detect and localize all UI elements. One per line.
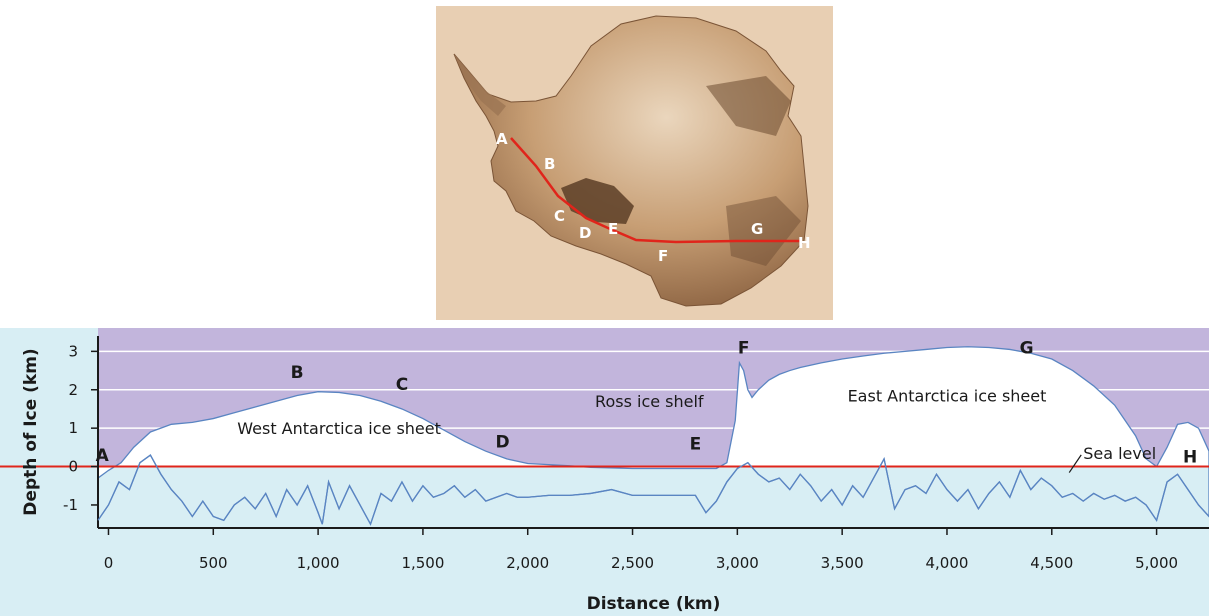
x-tick-label: 4,500: [1030, 554, 1073, 572]
axes: [97, 336, 1209, 529]
y-tick-label: 3: [68, 342, 78, 360]
profile-point-label: F: [738, 338, 750, 358]
x-tick-label: 1,500: [401, 554, 444, 572]
south-shadow: [726, 196, 801, 266]
antarctica-map: A B C D E F G H: [436, 6, 833, 320]
transect-route-line: [510, 137, 801, 244]
map-label-c: C: [554, 207, 565, 225]
x-tick-label: 2,000: [506, 554, 549, 572]
x-tick-label: 2,500: [611, 554, 654, 572]
y-tick-label: 1: [68, 419, 78, 437]
ice-depth-profile-chart: 0 500 1,000 1,500 2,000 2,500 3,000 3,500 4,000 4…: [0, 328, 1209, 616]
x-tick-label: 1,000: [297, 554, 340, 572]
y-tick-label: 0: [68, 458, 78, 476]
x-tick-label: 4,000: [925, 554, 968, 572]
x-axis-title: Distance (km): [587, 594, 721, 614]
profile-point-label: H: [1183, 448, 1197, 468]
map-label-g: G: [751, 220, 763, 238]
sea-level-pointer: [1068, 454, 1082, 473]
x-tick-label: 3,000: [716, 554, 759, 572]
y-ticks: -1 0 1 2 3: [63, 342, 98, 514]
peninsula-shape: [454, 54, 506, 116]
map-label-h: H: [798, 234, 811, 252]
x-tick-label: 500: [199, 554, 228, 572]
x-tick-label: 0: [104, 554, 114, 572]
map-label-e: E: [608, 220, 618, 238]
east-shadow: [706, 76, 791, 136]
map-label-b: B: [544, 155, 555, 173]
profile-point-label: E: [690, 434, 702, 454]
ice-depth-profile-svg: 0 500 1,000 1,500 2,000 2,500 3,000 3,500 4,000 4…: [0, 328, 1209, 616]
map-label-a: A: [496, 130, 508, 148]
region-label: Ross ice shelf: [595, 392, 704, 411]
profile-point-label: B: [291, 363, 304, 383]
region-label: East Antarctica ice sheet: [848, 386, 1047, 405]
sea-level-label: Sea level: [1083, 444, 1156, 463]
profile-point-label: A: [96, 446, 110, 466]
map-label-d: D: [579, 224, 591, 242]
profile-point-label: D: [496, 432, 510, 452]
antarctica-map-image: A B C D E F G H: [436, 6, 833, 320]
profile-labels: A B C D E F G H West Antarctica ice sheet Ross ic…: [96, 338, 1209, 526]
bedrock-profile-line: [97, 454, 1209, 526]
y-tick-label: 2: [68, 381, 78, 399]
x-tick-label: 5,000: [1135, 554, 1178, 572]
x-tick-label: 3,500: [821, 554, 864, 572]
y-axis-title: Depth of Ice (km): [21, 348, 41, 515]
y-tick-label: -1: [63, 496, 78, 514]
map-label-f: F: [658, 247, 668, 265]
ice-sheet-area: [97, 346, 1209, 480]
profile-point-label: C: [396, 375, 408, 395]
profile-point-label: G: [1020, 338, 1034, 358]
x-ticks: 0 500 1,000 1,500 2,000 2,500 3,000 3,500 4,000 4…: [104, 528, 1178, 572]
region-label: West Antarctica ice sheet: [237, 419, 441, 438]
